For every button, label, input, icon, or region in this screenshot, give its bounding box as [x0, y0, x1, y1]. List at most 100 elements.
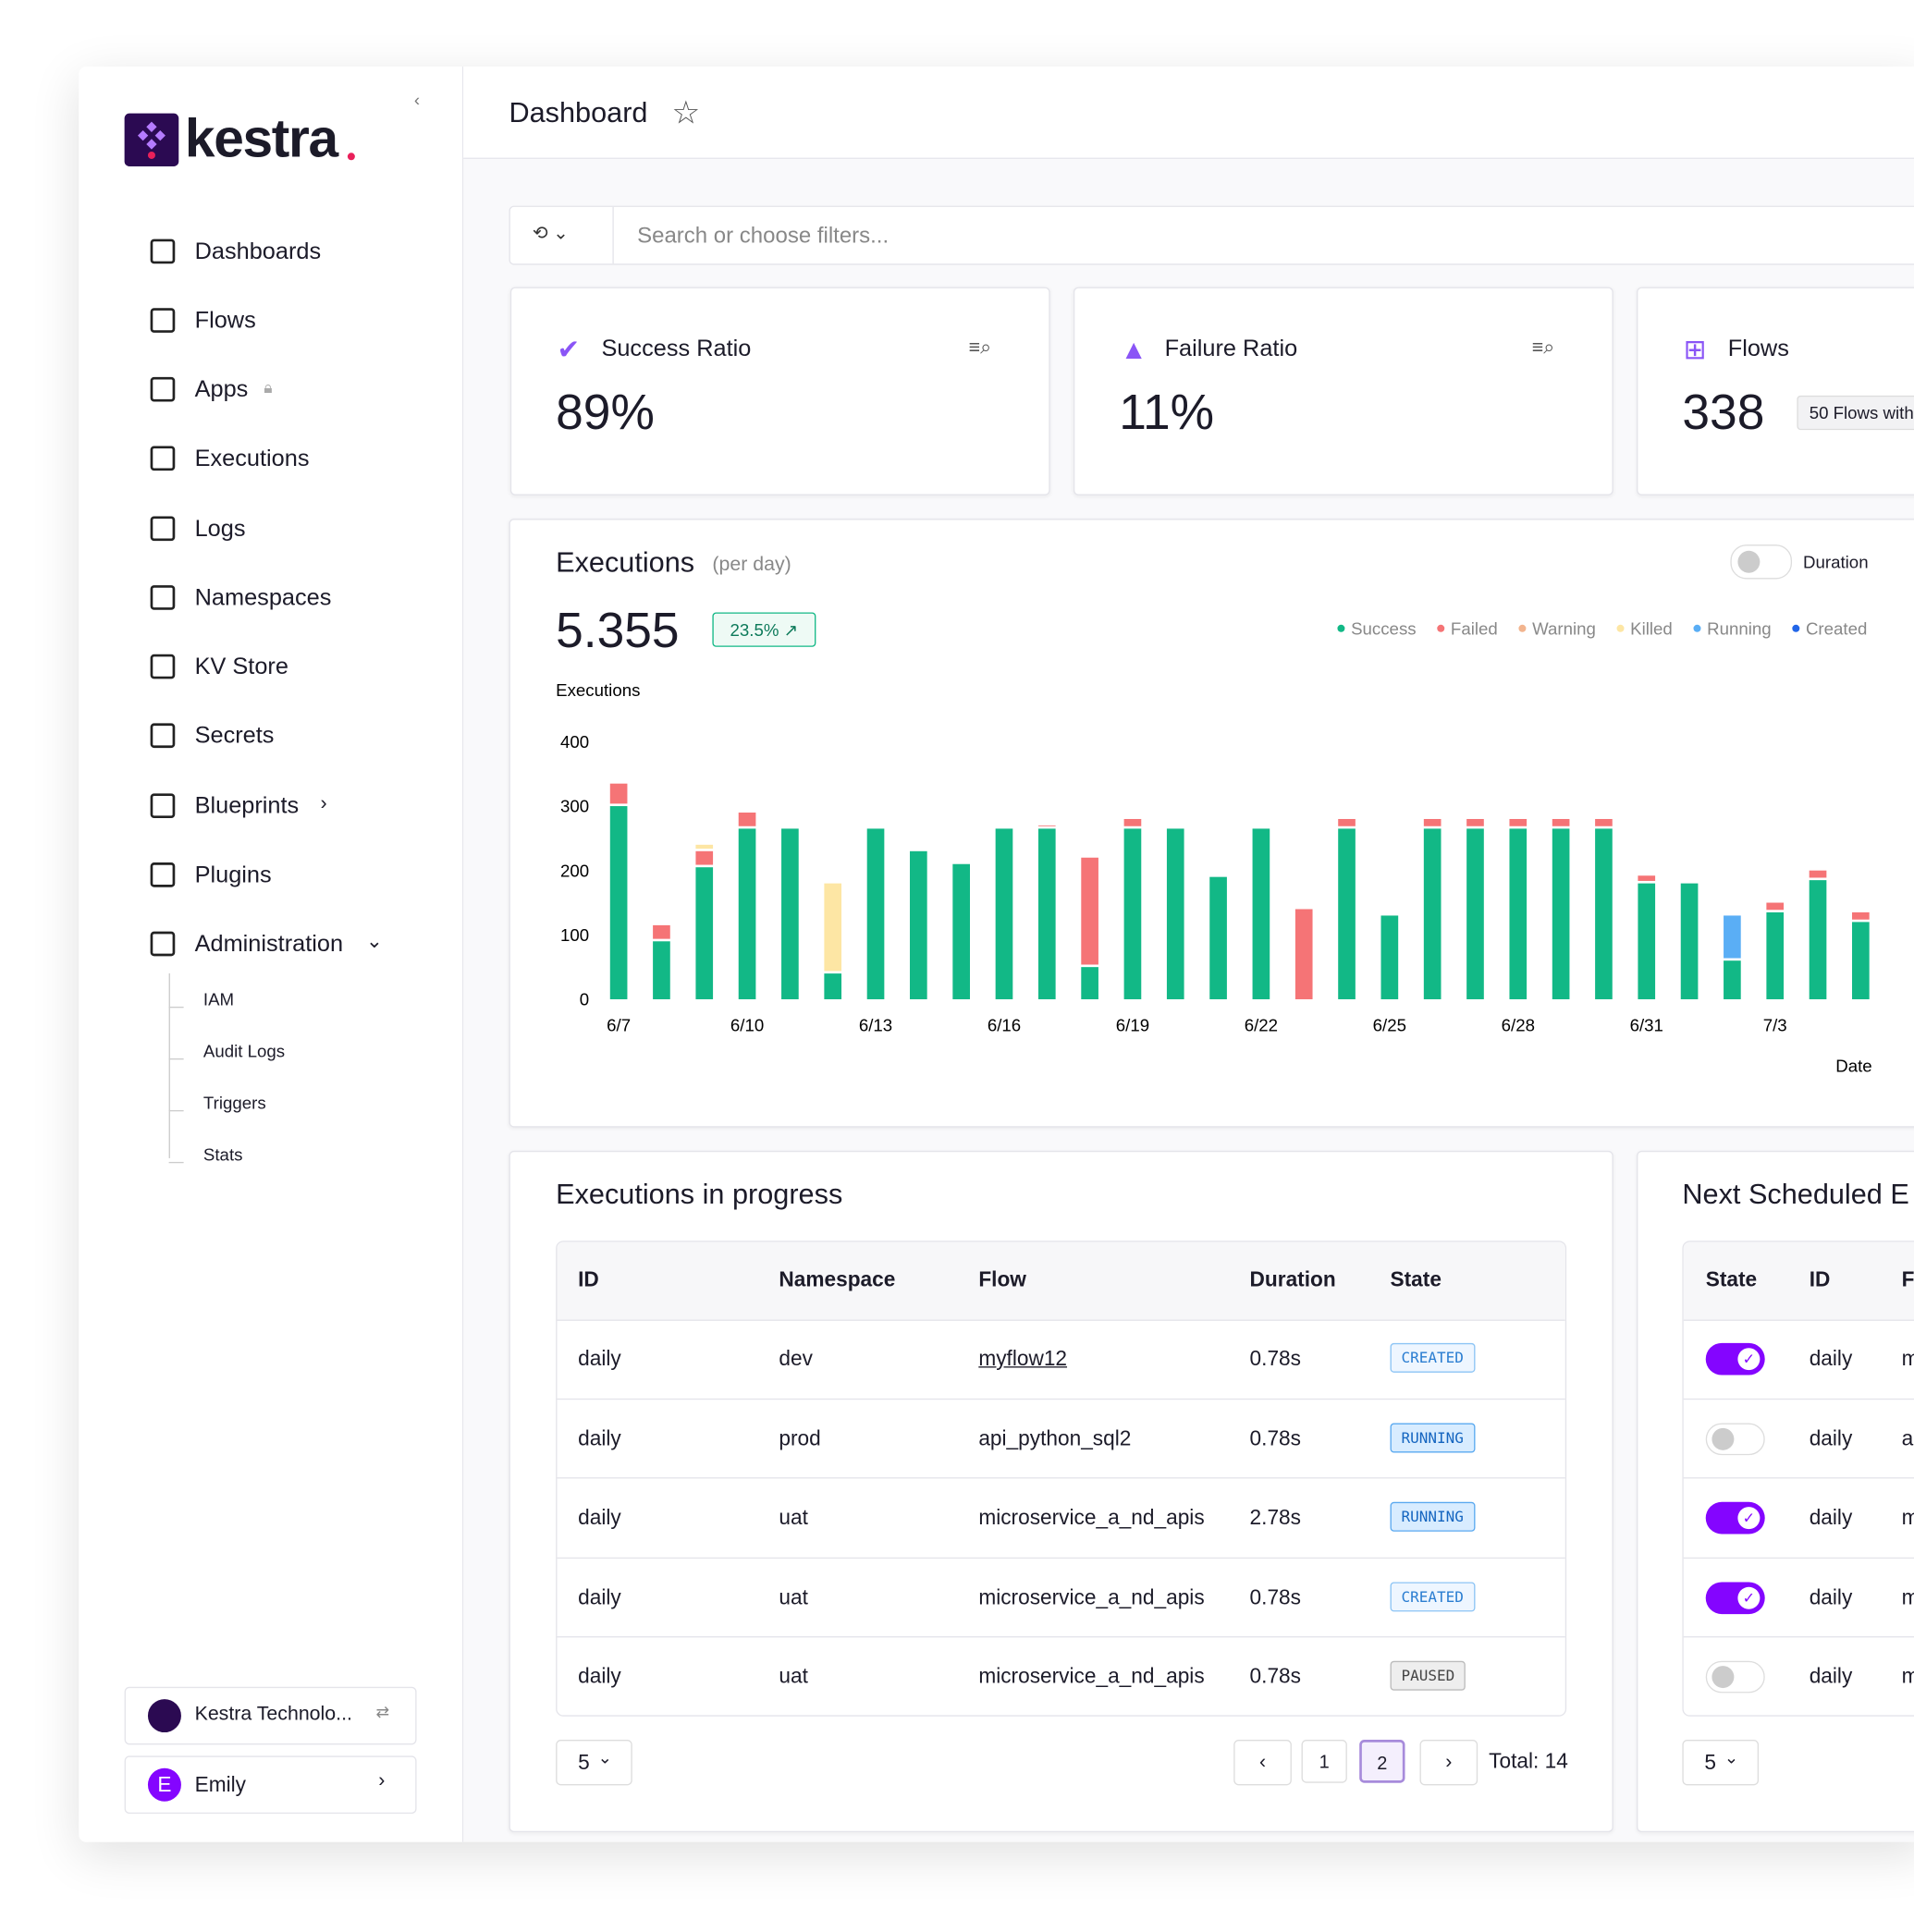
bar-segment: [1552, 828, 1570, 999]
panel-title: Next Scheduled E: [1682, 1178, 1909, 1210]
bar-segment: [1466, 818, 1484, 826]
toggle-knob: ✓: [1737, 1586, 1761, 1609]
nav-icon: [150, 793, 176, 819]
toggle[interactable]: ✓: [1705, 1501, 1765, 1535]
toggle-knob: ✓: [1737, 1348, 1761, 1371]
cell: uat: [779, 1664, 808, 1689]
history-button[interactable]: ⟲ ⌄: [532, 223, 569, 244]
card-action[interactable]: ≡⌕: [1531, 337, 1555, 359]
legend-swatch: [1616, 624, 1625, 632]
cell: dev: [779, 1346, 813, 1371]
toggle[interactable]: ✓: [1705, 1342, 1765, 1376]
bar-segment: [995, 828, 1013, 999]
row-divider: [1683, 1636, 1914, 1638]
row-divider: [557, 1398, 1565, 1400]
bar-segment: [738, 828, 756, 999]
nav-item[interactable]: Blueprints: [194, 793, 300, 820]
logo-icon: [137, 121, 166, 159]
bar-segment: [1209, 876, 1227, 999]
nav-item[interactable]: Dashboards: [194, 238, 322, 265]
cell[interactable]: microservice_a_nd_apis: [978, 1664, 1205, 1689]
nav-item[interactable]: Executions: [194, 446, 310, 472]
page-size-select[interactable]: 5: [556, 1740, 632, 1786]
card-action[interactable]: ≡⌕: [968, 337, 992, 359]
nav-item[interactable]: Flows: [194, 308, 256, 335]
favorite-star[interactable]: ☆: [671, 93, 701, 131]
page-size-select[interactable]: 5: [1682, 1740, 1760, 1786]
x-tick-label: 6/7: [607, 1016, 631, 1035]
y-tick-label: 200: [560, 861, 589, 880]
page-next[interactable]: ›: [1419, 1740, 1478, 1786]
stat-card: [1073, 287, 1613, 495]
toggle-knob: ✓: [1737, 1507, 1761, 1530]
bar-segment: [1338, 818, 1356, 826]
duration-toggle[interactable]: [1730, 544, 1793, 580]
row-divider: [557, 1557, 1565, 1559]
x-tick-label: 6/10: [730, 1016, 764, 1035]
card-icon: ✔: [557, 334, 581, 365]
toggle[interactable]: [1705, 1422, 1765, 1455]
nav-subitem[interactable]: IAM: [202, 989, 235, 1009]
user-menu[interactable]: E Emily ›: [124, 1755, 417, 1815]
legend-swatch: [1437, 624, 1445, 632]
cell[interactable]: microservice_a_nd_apis: [978, 1505, 1205, 1530]
tenant-name: Kestra Technolo...: [194, 1704, 352, 1726]
bar-segment: [1423, 818, 1442, 826]
x-tick-label: 6/28: [1502, 1016, 1535, 1035]
bar-segment: [695, 844, 714, 850]
cell: daily: [578, 1664, 621, 1689]
nav-item[interactable]: Apps: [194, 376, 249, 403]
cell[interactable]: microservice_a_nd_apis: [978, 1584, 1205, 1609]
nav-item[interactable]: Namespaces: [194, 585, 332, 612]
stat-card: [509, 287, 1050, 495]
chevron: ⌄: [1724, 1747, 1739, 1767]
toggle[interactable]: [1705, 1660, 1765, 1694]
bar-segment: [1766, 902, 1785, 911]
chevron: ⌄: [597, 1747, 613, 1767]
cell[interactable]: api_python_sql2: [978, 1425, 1132, 1450]
cell: daily: [1809, 1584, 1853, 1609]
cell: prod: [779, 1425, 821, 1450]
card-value: 89%: [556, 385, 655, 440]
cell: daily: [1809, 1664, 1853, 1689]
nav-subitem[interactable]: Stats: [202, 1144, 243, 1165]
bar-segment: [738, 813, 756, 826]
nav-item[interactable]: Logs: [194, 516, 246, 543]
page-button[interactable]: 1: [1301, 1740, 1347, 1783]
y-tick-label: 0: [580, 990, 589, 1009]
column-header: ID: [578, 1267, 599, 1291]
nav-icon: [150, 376, 176, 402]
page-prev[interactable]: ‹: [1233, 1740, 1292, 1786]
nav-subitem[interactable]: Audit Logs: [202, 1041, 286, 1061]
nav-subitem[interactable]: Triggers: [202, 1093, 266, 1113]
card-title: Success Ratio: [601, 336, 752, 362]
axis-label: Date: [1835, 1057, 1871, 1076]
nav-item[interactable]: Plugins: [194, 862, 272, 889]
bar-segment: [1037, 825, 1056, 826]
legend-label: Killed: [1630, 618, 1673, 638]
chevron: ⌄: [365, 931, 383, 953]
page-button[interactable]: 2: [1359, 1740, 1405, 1783]
toggle[interactable]: ✓: [1705, 1581, 1765, 1614]
legend-label: Warning: [1532, 618, 1596, 638]
card-badge: 50 Flows with: [1797, 395, 1914, 431]
x-tick-label: 6/16: [988, 1016, 1021, 1035]
collapse-button[interactable]: ‹: [413, 90, 421, 110]
search-bar[interactable]: ⟲ ⌄ Search or choose filters...: [509, 205, 1914, 265]
cell: daily: [578, 1425, 621, 1450]
cell: daily: [1809, 1425, 1853, 1450]
tenant-switch[interactable]: Kestra Technolo... ⇄: [124, 1686, 417, 1745]
tree-branch: [168, 1058, 184, 1060]
total-count: Total: 14: [1489, 1749, 1568, 1774]
nav-item[interactable]: KV Store: [194, 654, 288, 680]
bar-segment: [1809, 870, 1827, 878]
bar-segment: [1595, 818, 1613, 826]
nav-item[interactable]: Administration: [194, 931, 344, 958]
bar-segment: [1680, 883, 1699, 999]
flow-link[interactable]: myflow12: [978, 1346, 1068, 1371]
bar-segment: [824, 973, 842, 999]
nav-item[interactable]: Secrets: [194, 723, 275, 750]
bar-segment: [1552, 818, 1570, 826]
